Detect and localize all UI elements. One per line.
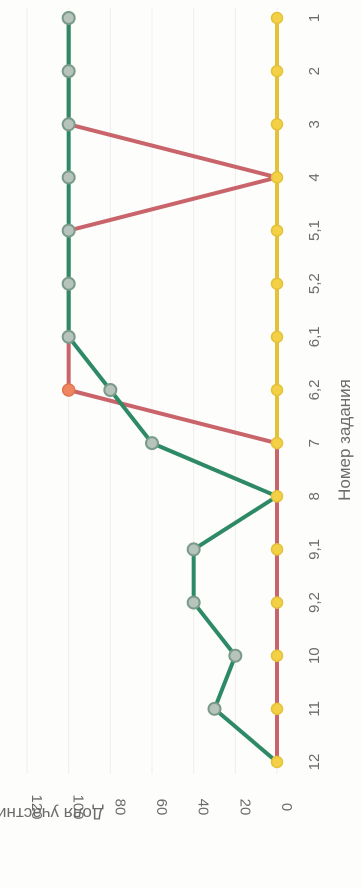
data-point bbox=[61, 117, 76, 132]
x-tick-label: 10 bbox=[306, 647, 323, 664]
data-point bbox=[270, 277, 284, 290]
data-point bbox=[228, 648, 243, 663]
x-tick-label: 6,2 bbox=[306, 380, 323, 401]
data-point bbox=[270, 649, 284, 662]
y-tick-label: 80 bbox=[111, 799, 128, 816]
y-tick-label: 40 bbox=[195, 799, 212, 816]
x-tick-label: 2 bbox=[306, 67, 323, 75]
data-point bbox=[61, 64, 76, 79]
y-tick-label: 20 bbox=[236, 799, 253, 816]
y-tick-label: 60 bbox=[153, 799, 170, 816]
x-tick-label: 5,2 bbox=[306, 273, 323, 294]
series-line bbox=[66, 16, 279, 764]
data-point bbox=[61, 223, 76, 238]
data-point bbox=[270, 171, 284, 184]
data-point bbox=[270, 64, 284, 78]
x-tick-label: 8 bbox=[306, 492, 323, 500]
x-tick-label: 5,1 bbox=[306, 220, 323, 241]
y-tick-label: 0 bbox=[278, 803, 295, 811]
data-point bbox=[270, 11, 284, 25]
data-point bbox=[61, 276, 76, 291]
x-tick-label: 12 bbox=[306, 754, 323, 771]
data-point bbox=[186, 595, 201, 610]
data-point bbox=[270, 702, 284, 716]
data-point bbox=[270, 490, 284, 503]
data-point bbox=[61, 383, 76, 397]
x-tick-label: 9,1 bbox=[306, 539, 323, 560]
x-tick-label: 6,1 bbox=[306, 326, 323, 347]
x-tick-label: 4 bbox=[306, 173, 323, 181]
series-lines bbox=[66, 16, 279, 764]
data-point bbox=[270, 436, 284, 450]
data-point bbox=[270, 596, 284, 609]
data-point bbox=[270, 224, 284, 237]
data-point bbox=[270, 383, 284, 397]
x-axis-title: Номер задания bbox=[335, 379, 354, 501]
y-axis-title: Доля участников, % bbox=[0, 804, 104, 823]
data-point bbox=[270, 118, 284, 131]
data-point bbox=[61, 329, 76, 344]
y-axis-ticks: 0 20 40 60 80 100 120 bbox=[28, 794, 295, 819]
data-point bbox=[270, 330, 284, 344]
data-point bbox=[270, 755, 284, 769]
y-tick-label: 120 bbox=[28, 794, 45, 819]
data-point bbox=[145, 436, 159, 451]
x-tick-label: 7 bbox=[306, 439, 323, 447]
data-point bbox=[103, 383, 118, 397]
x-tick-label: 9,2 bbox=[306, 592, 323, 613]
data-markers bbox=[61, 11, 284, 769]
data-point bbox=[186, 542, 201, 557]
x-tick-label: 11 bbox=[306, 701, 323, 717]
y-tick-label: 100 bbox=[70, 794, 87, 819]
data-point bbox=[207, 701, 222, 716]
x-tick-label: 3 bbox=[306, 120, 323, 128]
data-point bbox=[61, 11, 76, 25]
x-tick-label: 1 bbox=[306, 14, 323, 22]
series-line bbox=[66, 16, 279, 764]
data-point bbox=[270, 543, 284, 556]
data-point bbox=[61, 170, 76, 185]
